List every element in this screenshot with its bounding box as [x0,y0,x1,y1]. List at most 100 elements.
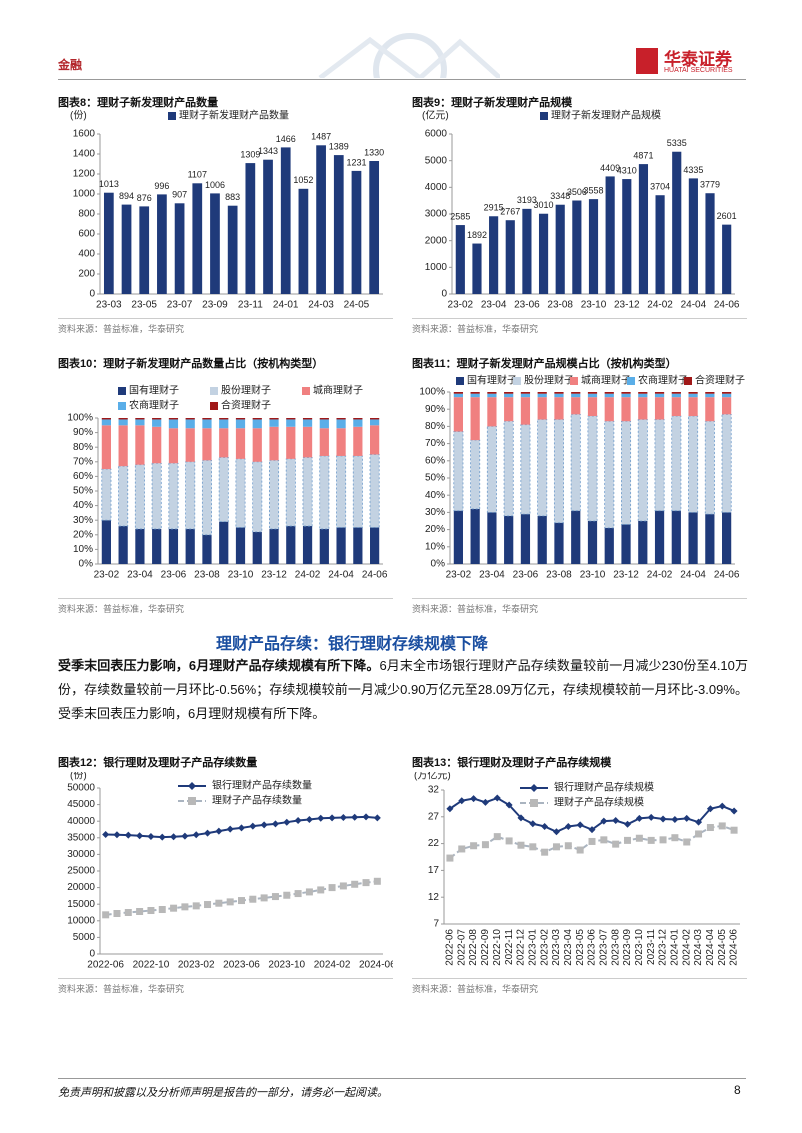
bar [705,392,715,394]
bar [269,419,279,427]
chart-title: 图表9：理财子新发理财产品规模 [412,97,573,109]
y-tick-label: 40% [425,490,445,501]
data-point [564,842,572,850]
data-point [552,843,560,851]
bar [103,192,114,294]
legend-swatch [168,112,176,120]
data-point [683,814,691,822]
bar [302,457,313,527]
x-tick-label: 2022-10 [133,960,170,971]
bar [235,428,246,459]
bar [185,418,195,420]
y-tick-label: 200 [78,269,95,280]
bar [302,419,313,427]
bar [605,176,615,294]
x-tick-label: 23-10 [581,300,607,311]
x-tick-label: 2023-05 [575,929,586,966]
data-point [181,903,189,911]
legend-swatch [118,402,126,410]
data-label: 4409 [600,163,620,173]
data-point [718,822,726,830]
bar [370,425,380,455]
bar [655,195,665,294]
axis-unit: (份) [70,110,87,122]
y-tick-label: 0 [89,289,95,300]
data-label: 876 [137,193,152,203]
data-label: 4310 [617,165,637,175]
bar [554,397,564,420]
legend-label: 合资理财子 [221,399,271,412]
y-tick-label: 0 [89,949,95,960]
bar [721,413,732,513]
bar [152,419,162,427]
bar [503,420,514,517]
x-tick-label: 24-06 [714,570,740,581]
bar [470,393,480,398]
source-note: 资料来源：普益标准，华泰研究 [412,598,747,615]
bar [522,208,532,294]
y-tick-label: 20000 [67,882,95,893]
legend-label: 城商理财子 [581,374,631,387]
bar [638,521,648,564]
bar [654,419,665,512]
bar [537,393,547,398]
y-tick-label: 25000 [67,866,95,877]
y-tick-label: 600 [78,229,95,240]
bar [135,419,145,426]
bar [101,419,111,426]
legend-marker [530,799,538,807]
bar [571,392,581,394]
x-tick-label: 23-08 [547,300,573,311]
y-tick-label: 30% [73,515,93,526]
data-point [204,901,212,909]
data-point [102,911,110,919]
bar [286,426,296,459]
bar [571,393,581,398]
x-tick-label: 24-04 [328,570,354,581]
bar [168,462,179,530]
source-note: 资料来源：普益标准，华泰研究 [412,318,747,335]
legend-label: 国有理财子 [467,374,517,387]
data-point [730,826,738,834]
source-note: 资料来源：普益标准，华泰研究 [58,598,393,615]
data-label: 1231 [346,157,366,167]
bar [453,431,464,512]
bar [157,194,167,294]
data-label: 3193 [517,195,537,205]
bar [453,393,463,398]
paragraph-lead: 受季末回表压力影响，6月理财产品存续规模有所下降。 [58,658,380,673]
bar [235,419,246,429]
bar [520,424,531,515]
bar [302,526,313,564]
x-tick-label: 23-11 [238,300,263,311]
data-point [147,907,155,915]
bar [121,204,132,294]
y-tick-label: 45000 [67,799,95,810]
bar [520,392,531,394]
data-label: 894 [119,191,134,201]
data-point [351,880,359,888]
bar [151,462,162,530]
bar [622,179,632,294]
bar [554,522,564,564]
logo-text: 华泰证券 [664,50,732,69]
bar [587,521,598,564]
data-point [493,794,501,802]
data-point [481,841,489,849]
bar [486,426,497,513]
data-point [706,805,714,813]
y-tick-label: 80% [73,442,93,453]
bar [219,418,229,420]
bar [168,528,179,564]
bar [235,527,246,564]
bar [470,392,480,394]
bar [370,418,380,420]
y-tick-label: 800 [78,209,95,220]
legend-swatch [627,377,635,385]
data-point [249,895,257,903]
data-point [260,894,268,902]
bar [672,151,682,294]
bar [688,512,698,564]
data-point [635,814,643,822]
